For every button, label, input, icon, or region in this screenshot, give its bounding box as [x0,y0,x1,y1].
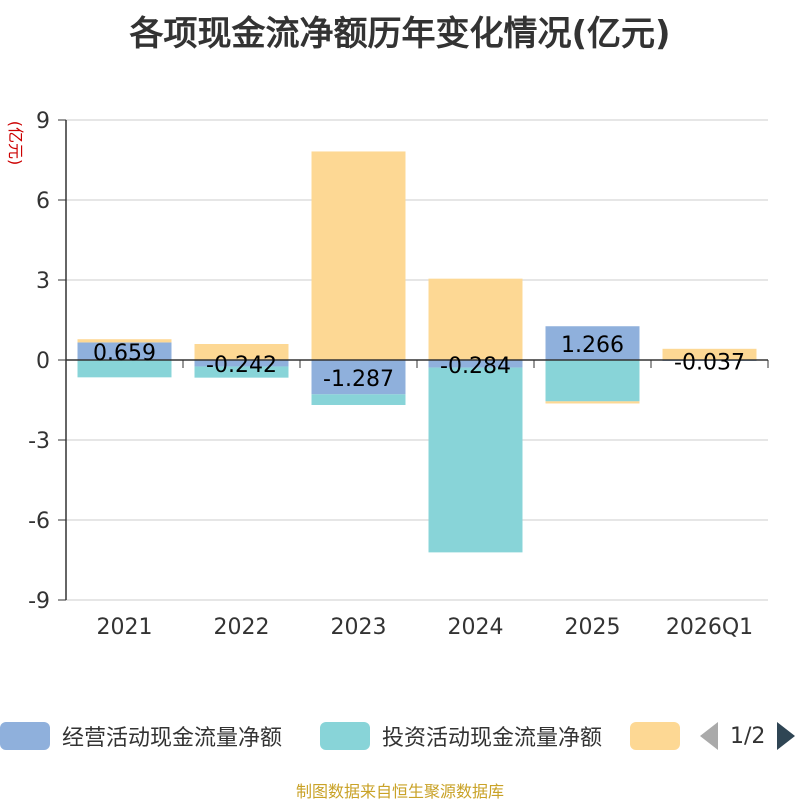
y-tick-label: -6 [28,509,50,534]
x-tick-label: 2024 [448,615,504,640]
legend-swatch-financing [630,722,680,750]
bar-series2-2024 [428,278,523,360]
x-tick-label: 2021 [97,615,153,640]
y-tick-label: -9 [28,589,50,614]
data-label: 1.266 [561,333,624,358]
x-tick-label: 2026Q1 [666,615,753,640]
y-tick-label: 6 [36,189,50,214]
bar-series0-2023 [311,360,406,395]
pager-next-icon[interactable] [777,722,796,750]
bar-series1-2025 [545,360,640,402]
chart-title: 各项现金流净额历年变化情况(亿元) [129,14,671,54]
y-tick-label: 0 [36,349,50,374]
data-label: -0.242 [206,353,277,378]
bar-series0-2024 [428,360,523,368]
bar-series2-2025 [545,401,640,404]
legend-item-operating[interactable]: 经营活动现金流量净额 [0,716,282,756]
data-label: -1.287 [323,367,394,392]
pager-text: 1/2 [730,723,766,749]
x-tick-label: 2022 [214,615,270,640]
data-label: -0.037 [674,350,745,375]
axes: 9 6 3 0 -3 -6 -9 (亿元) 2021 2022 2023 2024 2025 2026Q1 [6,109,769,640]
bar-series0-2021 [77,342,172,360]
bar-series1-2023 [311,394,406,405]
legend-item-financing[interactable] [630,716,680,756]
legend-swatch-investing [320,722,370,750]
y-tick-label: 9 [36,109,50,134]
bar-series2-2021 [77,339,172,343]
bar-series1-2024 [428,367,523,553]
data-labels: 0.659 -0.242 -1.287 -0.284 1.266 -0.037 [93,333,745,392]
legend-label-investing: 投资活动现金流量净额 [382,726,603,751]
data-label: -0.284 [440,354,511,379]
legend-pager: 1/2 [700,716,796,756]
bar-series1-2022 [194,366,289,378]
source-note: 制图数据来自恒生聚源数据库 [295,782,504,801]
bar-series1-2021 [77,360,172,378]
data-label: 0.659 [93,341,156,366]
legend-label-operating: 经营活动现金流量净额 [62,726,283,751]
y-tick-label: 3 [36,269,50,294]
bar-group [77,151,757,553]
bar-series2-2022 [194,344,289,360]
y-axis-label: (亿元) [6,121,25,166]
legend-swatch-operating [0,722,50,750]
bar-series2-2023 [311,151,406,360]
chart-plot: 9 6 3 0 -3 -6 -9 (亿元) 2021 2022 2023 2024 2025 2026Q1… [6,109,769,640]
bar-series0-2022 [194,360,289,367]
x-tick-label: 2025 [565,615,621,640]
legend-item-investing[interactable]: 投资活动现金流量净额 [320,716,602,756]
bar-series2-2026Q1 [662,348,757,360]
bar-series0-2025 [545,326,640,360]
legend: 经营活动现金流量净额 投资活动现金流量净额 1/2 [0,716,800,756]
y-tick-label: -3 [28,429,50,454]
pager-prev-icon[interactable] [700,722,718,750]
x-tick-label: 2023 [331,615,387,640]
